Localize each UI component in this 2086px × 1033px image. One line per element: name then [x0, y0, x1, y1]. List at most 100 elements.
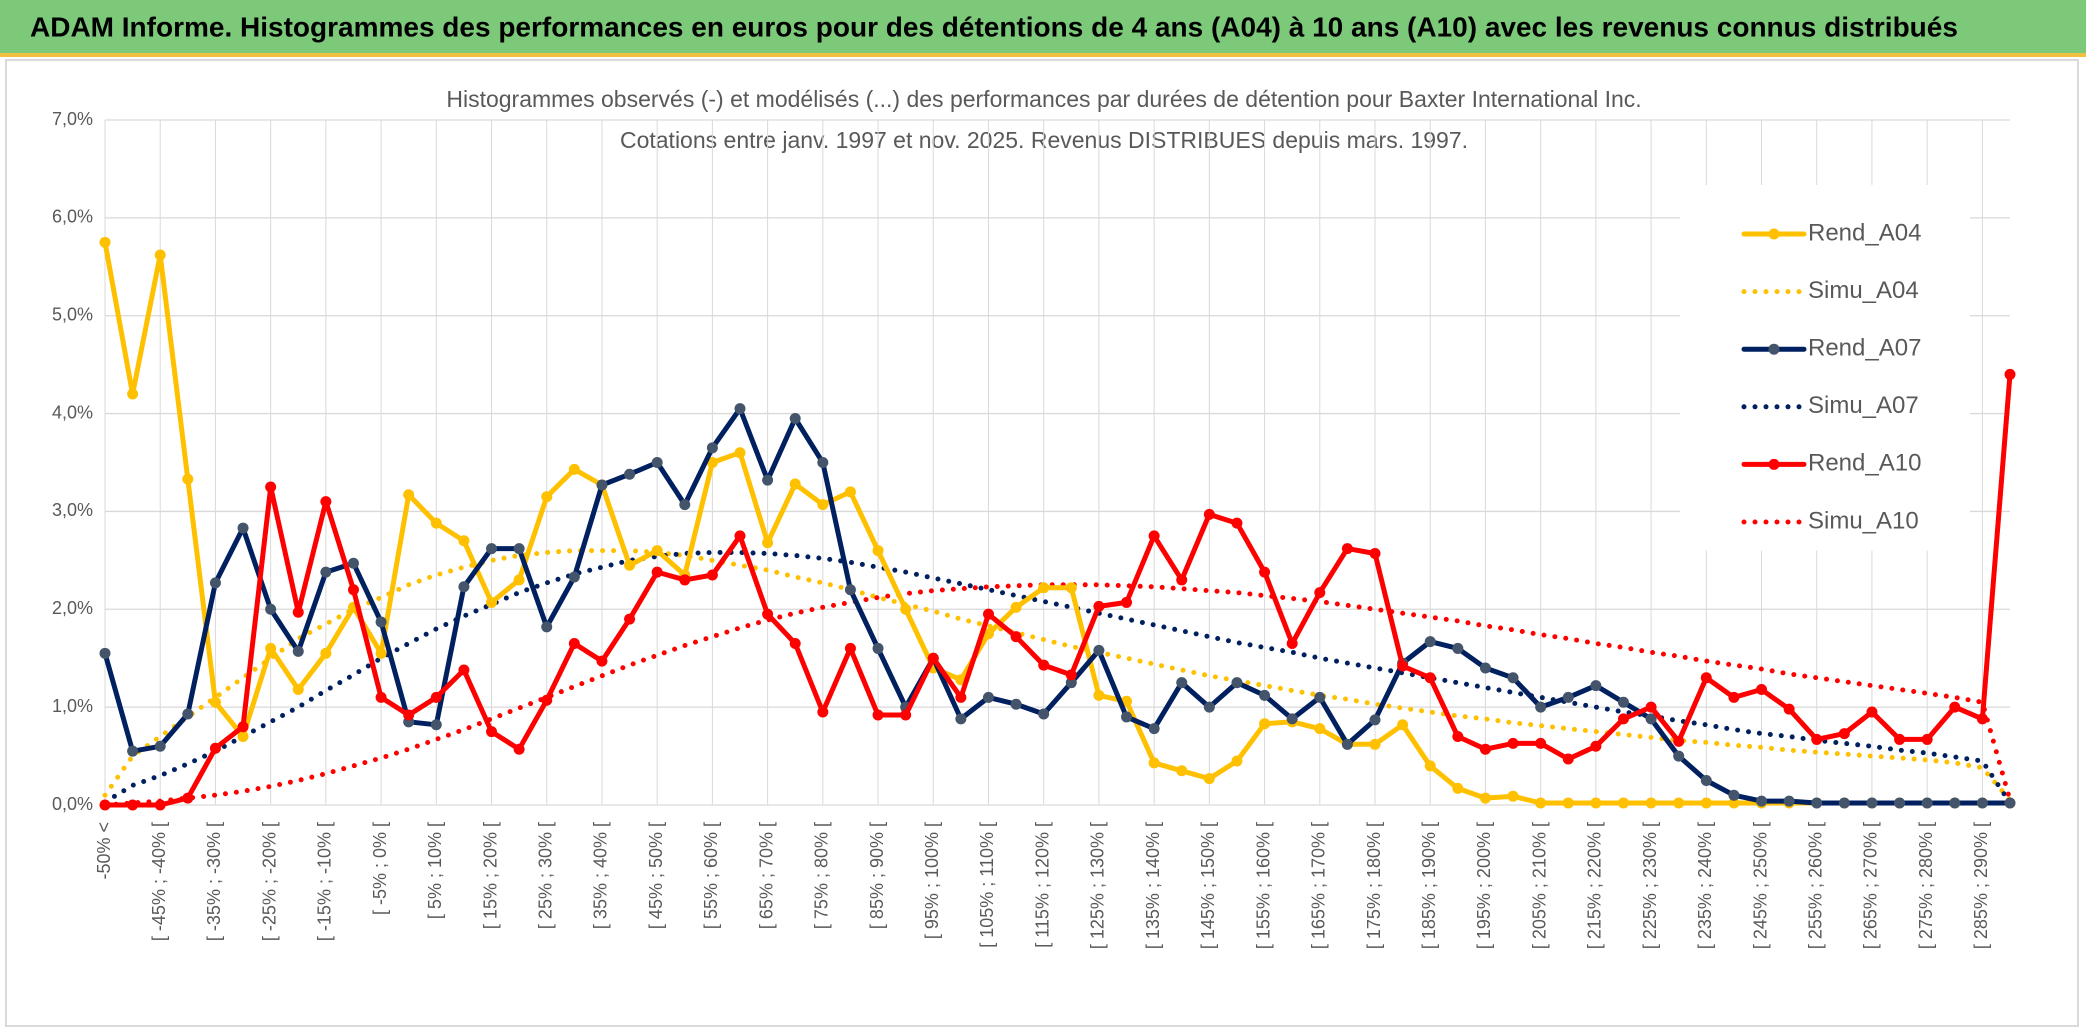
point — [1673, 750, 1685, 762]
x-tick-label: [ 45% ; 50% [ — [646, 822, 666, 929]
point — [2004, 797, 2016, 809]
point — [541, 621, 553, 633]
point — [1038, 582, 1050, 594]
point — [1617, 797, 1629, 809]
point — [1424, 672, 1436, 684]
point — [706, 569, 718, 581]
point — [596, 655, 608, 667]
point — [154, 740, 166, 752]
point — [1148, 723, 1160, 735]
point — [1369, 714, 1381, 726]
point — [1866, 797, 1878, 809]
x-tick-label: [ 165% ; 170% [ — [1309, 822, 1329, 949]
point — [1921, 733, 1933, 745]
point — [209, 742, 221, 754]
point — [1231, 755, 1243, 767]
model-line — [102, 548, 2013, 803]
point — [1397, 719, 1409, 731]
point — [1093, 689, 1105, 701]
point — [486, 726, 498, 738]
point — [182, 708, 194, 720]
point — [1121, 711, 1133, 723]
x-tick-label: [ 185% ; 190% [ — [1419, 822, 1439, 949]
point — [1397, 660, 1409, 672]
point — [99, 236, 111, 248]
point — [292, 606, 304, 618]
point — [237, 731, 249, 742]
point — [127, 388, 139, 400]
point — [1590, 680, 1602, 692]
legend-label: Rend_A04 — [1808, 219, 1921, 246]
point — [1507, 672, 1519, 684]
point — [679, 499, 691, 511]
point — [127, 799, 139, 811]
x-tick-label: [ 65% ; 70% [ — [756, 822, 776, 929]
point — [265, 481, 277, 493]
point — [1838, 728, 1850, 740]
point — [154, 799, 166, 811]
x-tick-label: [ 115% ; 120% [ — [1032, 822, 1052, 948]
x-tick-label: [ 285% ; 290% [ — [1971, 822, 1991, 949]
point — [1949, 797, 1961, 809]
x-tick-label: [ -15% ; -10% [ — [315, 822, 335, 941]
point — [651, 457, 663, 468]
x-tick-label: [ 265% ; 270% [ — [1861, 822, 1881, 949]
point — [624, 559, 636, 571]
point — [1811, 733, 1823, 745]
point — [541, 694, 553, 706]
point — [375, 647, 387, 659]
legend-marker — [1768, 458, 1780, 470]
point — [1728, 789, 1740, 801]
point — [1286, 713, 1298, 725]
header-title: ADAM Informe. Histogrammes des performan… — [30, 11, 1958, 42]
point — [1976, 797, 1988, 809]
point — [596, 479, 608, 491]
point — [1479, 662, 1491, 674]
point — [1259, 566, 1271, 578]
x-tick-label: [ 85% ; 90% [ — [867, 822, 887, 929]
point — [734, 403, 746, 415]
point — [1507, 737, 1519, 749]
point — [955, 713, 967, 725]
point — [706, 457, 718, 468]
point — [762, 537, 774, 549]
point — [1176, 765, 1188, 777]
point — [1535, 701, 1547, 713]
point — [1783, 703, 1795, 715]
point — [209, 696, 221, 708]
point — [1314, 691, 1326, 703]
point — [1617, 696, 1629, 708]
header-bar — [0, 0, 2086, 55]
point — [1369, 548, 1381, 560]
x-tick-label: [ 15% ; 20% [ — [480, 822, 500, 929]
x-tick-label: [ 225% ; 230% [ — [1640, 822, 1660, 949]
point — [513, 543, 525, 555]
point — [624, 468, 636, 480]
point — [1314, 587, 1326, 599]
point — [734, 447, 746, 459]
point — [1010, 631, 1022, 643]
point — [1673, 797, 1685, 809]
point — [458, 581, 470, 593]
point — [99, 647, 111, 659]
x-tick-label: [ -25% ; -20% [ — [259, 822, 279, 941]
point — [1176, 574, 1188, 586]
point — [1452, 642, 1464, 654]
point — [789, 412, 801, 424]
point — [320, 647, 332, 659]
legend-label: Simu_A10 — [1808, 507, 1919, 534]
point — [182, 792, 194, 804]
point — [624, 613, 636, 625]
point — [1645, 701, 1657, 713]
point — [762, 608, 774, 620]
point — [1093, 600, 1105, 612]
point — [430, 517, 442, 529]
x-tick-label: [ 175% ; 180% [ — [1364, 822, 1384, 949]
y-tick-label: 4,0% — [52, 402, 93, 422]
x-tick-label: [ 245% ; 250% [ — [1750, 822, 1770, 949]
point — [982, 628, 994, 640]
point — [1203, 701, 1215, 713]
point — [1010, 601, 1022, 613]
point — [817, 499, 829, 511]
